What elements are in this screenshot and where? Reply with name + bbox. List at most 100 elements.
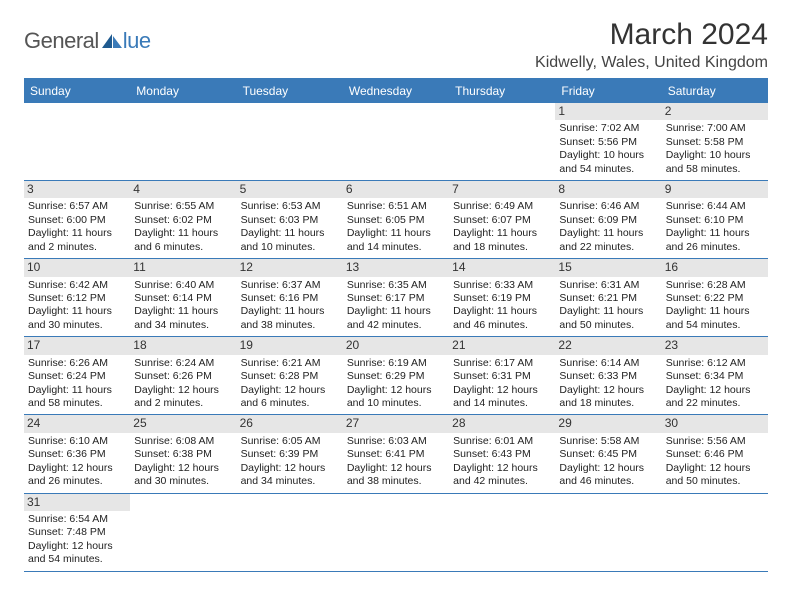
header: General lue March 2024 Kidwelly, Wales, … <box>24 18 768 72</box>
sunrise-text: Sunrise: 6:51 AM <box>347 200 445 213</box>
sunset-text: Sunset: 6:29 PM <box>347 370 445 383</box>
cell-date: 26 <box>237 415 343 432</box>
sunrise-text: Sunrise: 6:17 AM <box>453 357 551 370</box>
sunrise-text: Sunrise: 6:53 AM <box>241 200 339 213</box>
sunset-text: Sunset: 6:19 PM <box>453 292 551 305</box>
cell-date: 12 <box>237 259 343 276</box>
sunrise-text: Sunrise: 6:28 AM <box>666 279 764 292</box>
week-row: 10Sunrise: 6:42 AMSunset: 6:12 PMDayligh… <box>24 259 768 337</box>
cell-date: 7 <box>449 181 555 198</box>
cell-date: 21 <box>449 337 555 354</box>
daylight-text: Daylight: 12 hours and 50 minutes. <box>666 462 764 489</box>
calendar-cell <box>130 103 236 180</box>
sunset-text: Sunset: 6:12 PM <box>28 292 126 305</box>
calendar-cell: 16Sunrise: 6:28 AMSunset: 6:22 PMDayligh… <box>662 259 768 336</box>
sunrise-text: Sunrise: 5:58 AM <box>559 435 657 448</box>
calendar-cell: 28Sunrise: 6:01 AMSunset: 6:43 PMDayligh… <box>449 415 555 492</box>
calendar-cell: 2Sunrise: 7:00 AMSunset: 5:58 PMDaylight… <box>662 103 768 180</box>
daylight-text: Daylight: 11 hours and 6 minutes. <box>134 227 232 254</box>
sunset-text: Sunset: 6:45 PM <box>559 448 657 461</box>
daylight-text: Daylight: 11 hours and 22 minutes. <box>559 227 657 254</box>
calendar-cell: 18Sunrise: 6:24 AMSunset: 6:26 PMDayligh… <box>130 337 236 414</box>
sunset-text: Sunset: 6:24 PM <box>28 370 126 383</box>
sunset-text: Sunset: 6:09 PM <box>559 214 657 227</box>
daylight-text: Daylight: 11 hours and 42 minutes. <box>347 305 445 332</box>
sunset-text: Sunset: 6:26 PM <box>134 370 232 383</box>
daylight-text: Daylight: 11 hours and 50 minutes. <box>559 305 657 332</box>
daylight-text: Daylight: 12 hours and 46 minutes. <box>559 462 657 489</box>
calendar-cell: 23Sunrise: 6:12 AMSunset: 6:34 PMDayligh… <box>662 337 768 414</box>
cell-date: 19 <box>237 337 343 354</box>
daylight-text: Daylight: 11 hours and 10 minutes. <box>241 227 339 254</box>
cell-date: 14 <box>449 259 555 276</box>
daylight-text: Daylight: 12 hours and 42 minutes. <box>453 462 551 489</box>
cell-date: 8 <box>555 181 661 198</box>
cell-date: 25 <box>130 415 236 432</box>
daylight-text: Daylight: 11 hours and 26 minutes. <box>666 227 764 254</box>
logo-sail-icon <box>101 33 123 49</box>
cell-date: 17 <box>24 337 130 354</box>
sunrise-text: Sunrise: 6:57 AM <box>28 200 126 213</box>
calendar-cell <box>24 103 130 180</box>
daylight-text: Daylight: 11 hours and 58 minutes. <box>28 384 126 411</box>
sunset-text: Sunset: 6:41 PM <box>347 448 445 461</box>
calendar-cell: 7Sunrise: 6:49 AMSunset: 6:07 PMDaylight… <box>449 181 555 258</box>
calendar-cell: 25Sunrise: 6:08 AMSunset: 6:38 PMDayligh… <box>130 415 236 492</box>
cell-date: 24 <box>24 415 130 432</box>
calendar-cell <box>130 494 236 571</box>
cell-date: 3 <box>24 181 130 198</box>
daylight-text: Daylight: 12 hours and 10 minutes. <box>347 384 445 411</box>
cell-date: 6 <box>343 181 449 198</box>
day-header: Monday <box>130 80 236 103</box>
daylight-text: Daylight: 12 hours and 22 minutes. <box>666 384 764 411</box>
sunrise-text: Sunrise: 7:02 AM <box>559 122 657 135</box>
daylight-text: Daylight: 12 hours and 54 minutes. <box>28 540 126 567</box>
sunset-text: Sunset: 6:05 PM <box>347 214 445 227</box>
sunrise-text: Sunrise: 6:19 AM <box>347 357 445 370</box>
calendar-cell: 24Sunrise: 6:10 AMSunset: 6:36 PMDayligh… <box>24 415 130 492</box>
daylight-text: Daylight: 11 hours and 46 minutes. <box>453 305 551 332</box>
cell-date: 11 <box>130 259 236 276</box>
week-row: 1Sunrise: 7:02 AMSunset: 5:56 PMDaylight… <box>24 103 768 181</box>
cell-date: 5 <box>237 181 343 198</box>
sunrise-text: Sunrise: 6:46 AM <box>559 200 657 213</box>
logo-word-1: General <box>24 28 99 54</box>
cell-date: 31 <box>24 494 130 511</box>
week-row: 3Sunrise: 6:57 AMSunset: 6:00 PMDaylight… <box>24 181 768 259</box>
cell-date: 13 <box>343 259 449 276</box>
sunset-text: Sunset: 6:36 PM <box>28 448 126 461</box>
calendar-cell: 14Sunrise: 6:33 AMSunset: 6:19 PMDayligh… <box>449 259 555 336</box>
day-header-row: Sunday Monday Tuesday Wednesday Thursday… <box>24 80 768 103</box>
daylight-text: Daylight: 11 hours and 38 minutes. <box>241 305 339 332</box>
daylight-text: Daylight: 12 hours and 38 minutes. <box>347 462 445 489</box>
daylight-text: Daylight: 10 hours and 54 minutes. <box>559 149 657 176</box>
cell-date: 29 <box>555 415 661 432</box>
daylight-text: Daylight: 11 hours and 54 minutes. <box>666 305 764 332</box>
calendar-cell <box>237 103 343 180</box>
daylight-text: Daylight: 11 hours and 34 minutes. <box>134 305 232 332</box>
sunset-text: Sunset: 6:28 PM <box>241 370 339 383</box>
sunrise-text: Sunrise: 6:37 AM <box>241 279 339 292</box>
sunset-text: Sunset: 7:48 PM <box>28 526 126 539</box>
cell-date: 15 <box>555 259 661 276</box>
sunrise-text: Sunrise: 6:05 AM <box>241 435 339 448</box>
calendar-cell: 5Sunrise: 6:53 AMSunset: 6:03 PMDaylight… <box>237 181 343 258</box>
daylight-text: Daylight: 11 hours and 14 minutes. <box>347 227 445 254</box>
calendar-cell <box>343 103 449 180</box>
sunrise-text: Sunrise: 6:12 AM <box>666 357 764 370</box>
sunset-text: Sunset: 6:38 PM <box>134 448 232 461</box>
calendar-cell: 31Sunrise: 6:54 AMSunset: 7:48 PMDayligh… <box>24 494 130 571</box>
daylight-text: Daylight: 10 hours and 58 minutes. <box>666 149 764 176</box>
week-row: 31Sunrise: 6:54 AMSunset: 7:48 PMDayligh… <box>24 494 768 572</box>
daylight-text: Daylight: 12 hours and 30 minutes. <box>134 462 232 489</box>
day-header: Tuesday <box>237 80 343 103</box>
daylight-text: Daylight: 11 hours and 18 minutes. <box>453 227 551 254</box>
sunset-text: Sunset: 6:22 PM <box>666 292 764 305</box>
calendar-cell <box>237 494 343 571</box>
location: Kidwelly, Wales, United Kingdom <box>535 54 768 72</box>
weeks-container: 1Sunrise: 7:02 AMSunset: 5:56 PMDaylight… <box>24 103 768 572</box>
calendar-cell: 19Sunrise: 6:21 AMSunset: 6:28 PMDayligh… <box>237 337 343 414</box>
daylight-text: Daylight: 12 hours and 14 minutes. <box>453 384 551 411</box>
sunset-text: Sunset: 6:02 PM <box>134 214 232 227</box>
sunrise-text: Sunrise: 5:56 AM <box>666 435 764 448</box>
